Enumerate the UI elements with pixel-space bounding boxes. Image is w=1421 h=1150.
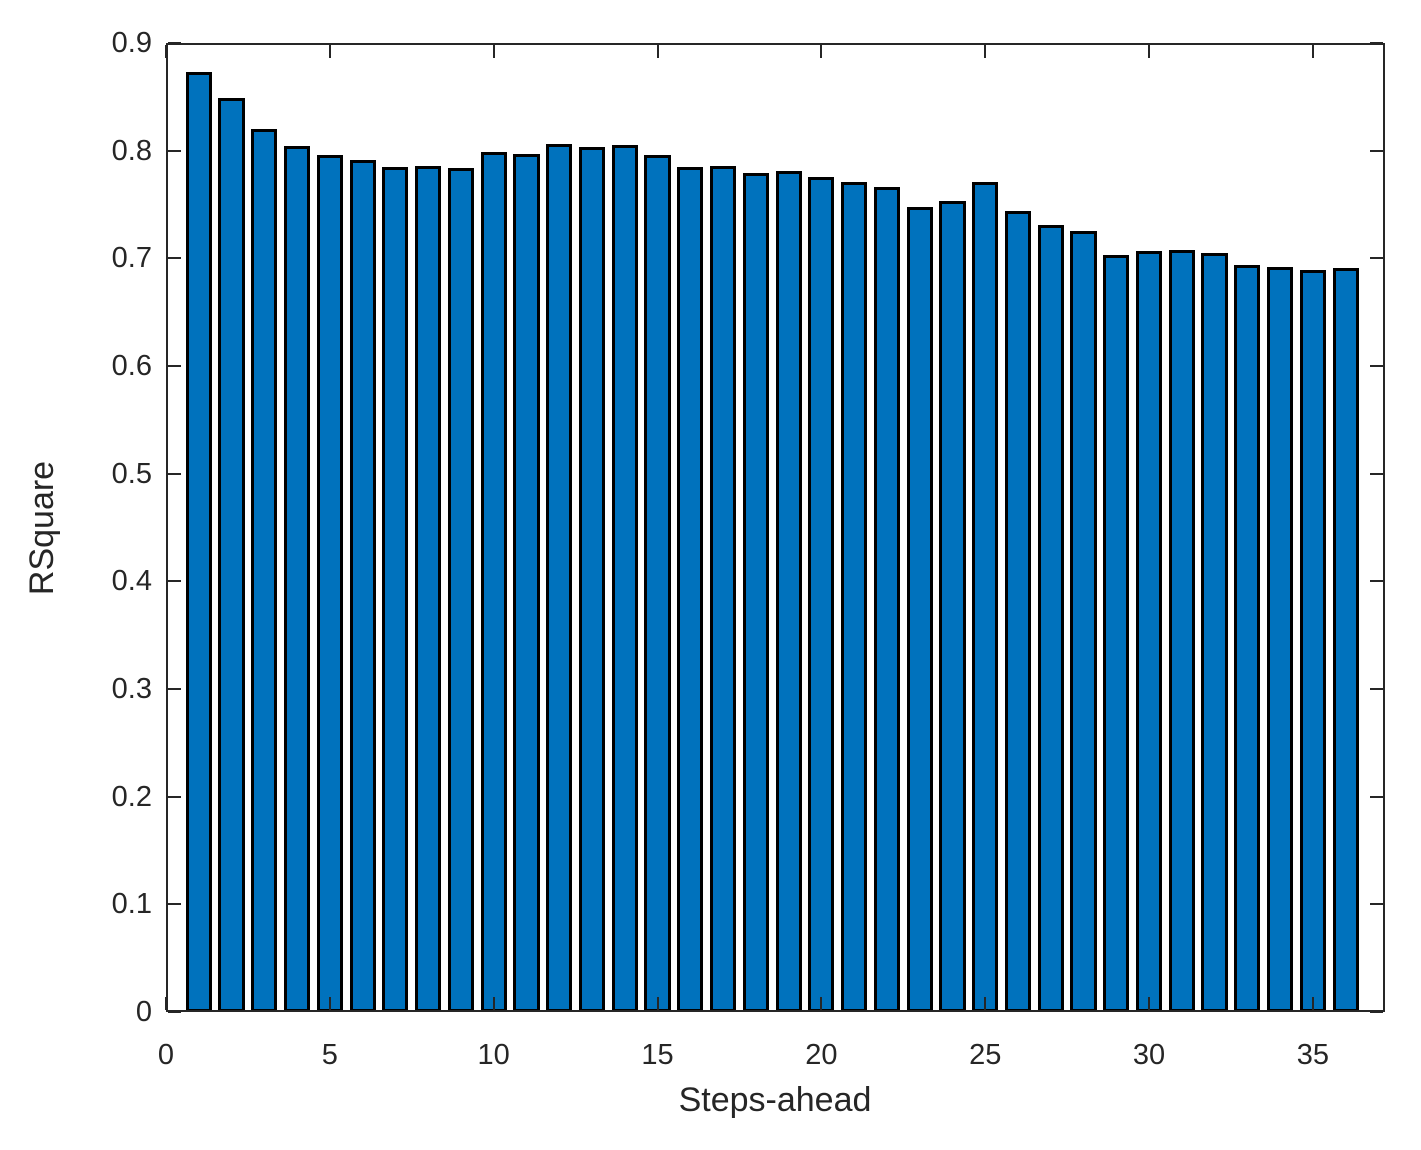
x-tick-label: 0 (157, 1039, 175, 1071)
y-tick-right (1370, 365, 1383, 367)
bar (972, 181, 999, 1012)
bar (283, 146, 311, 1012)
bar (939, 201, 966, 1012)
bar (775, 171, 802, 1012)
y-tick-right (1370, 1011, 1383, 1013)
x-tick-top (820, 45, 823, 58)
bar (1332, 268, 1359, 1012)
bar (611, 145, 638, 1012)
bar (349, 160, 376, 1012)
bar (1037, 224, 1064, 1012)
y-tick (168, 149, 181, 152)
y-tick-label: 0.3 (111, 673, 152, 705)
bar (513, 153, 540, 1012)
bar (185, 72, 212, 1012)
y-tick-right (1370, 257, 1383, 260)
x-tick (492, 997, 495, 1010)
x-tick-top (1148, 45, 1151, 58)
bar (1004, 210, 1032, 1012)
x-tick (165, 997, 167, 1010)
x-tick-label: 25 (969, 1039, 1002, 1071)
bar (251, 129, 278, 1012)
y-tick-label: 0.4 (111, 565, 152, 598)
y-tick-label: 0.1 (111, 888, 152, 921)
y-tick-label: 0 (135, 996, 152, 1028)
x-tick (656, 997, 659, 1010)
bar (415, 165, 442, 1012)
bar (1070, 231, 1097, 1012)
bar (906, 206, 933, 1012)
y-tick-right (1370, 903, 1383, 906)
x-tick-label: 20 (805, 1039, 838, 1071)
x-tick-label: 35 (1296, 1039, 1330, 1071)
bar (808, 176, 835, 1012)
y-tick-label: 0.7 (111, 242, 152, 275)
x-tick-top (1311, 45, 1314, 58)
y-tick-right (1370, 580, 1383, 583)
x-tick-label: 30 (1132, 1039, 1166, 1071)
bar (578, 147, 606, 1012)
bar (316, 154, 343, 1012)
x-tick-label: 10 (477, 1039, 510, 1071)
y-tick-right (1370, 688, 1383, 690)
y-tick-label: 0.6 (111, 350, 152, 382)
bar (218, 97, 245, 1012)
bar (1234, 264, 1261, 1012)
y-tick (168, 580, 181, 583)
y-tick (168, 795, 181, 798)
bar (447, 167, 474, 1012)
bar (873, 187, 900, 1012)
bar (382, 166, 409, 1012)
x-tick (1148, 997, 1151, 1010)
bar (742, 173, 769, 1012)
x-tick (328, 997, 331, 1010)
y-tick-label: 0.2 (111, 780, 152, 813)
x-tick-top (492, 45, 495, 58)
x-tick-top (656, 45, 659, 58)
bar (1168, 249, 1195, 1012)
y-tick-right (1370, 795, 1383, 798)
x-tick (1311, 997, 1314, 1010)
bar (677, 166, 704, 1012)
bar (546, 144, 573, 1012)
y-tick (168, 365, 181, 367)
x-tick-top (328, 45, 331, 58)
y-tick-label: 0.9 (111, 27, 152, 59)
y-tick-right (1370, 472, 1383, 475)
x-tick (820, 997, 823, 1010)
bar (841, 181, 868, 1012)
x-tick-top (984, 45, 987, 58)
bar (1299, 270, 1326, 1012)
bar (709, 165, 737, 1012)
y-tick (168, 42, 181, 44)
bar (480, 151, 507, 1012)
y-tick (168, 903, 181, 906)
y-tick-right (1370, 42, 1383, 44)
y-tick-right (1370, 149, 1383, 152)
bar (1267, 266, 1294, 1012)
x-axis-title: Steps-ahead (678, 1081, 872, 1119)
bar (1135, 250, 1163, 1012)
y-axis-title: RSquare (23, 460, 61, 596)
y-tick (168, 688, 181, 690)
bar (1103, 255, 1130, 1012)
x-tick-label: 5 (321, 1039, 338, 1071)
x-tick-top (165, 45, 167, 58)
y-tick-label: 0.8 (111, 134, 152, 167)
y-tick (168, 472, 181, 475)
x-tick (984, 997, 987, 1010)
bar (1201, 252, 1228, 1012)
x-tick-label: 15 (641, 1039, 674, 1071)
bar (644, 154, 671, 1012)
y-tick (168, 1011, 181, 1013)
y-tick-label: 0.5 (111, 457, 152, 490)
y-tick (168, 257, 181, 260)
